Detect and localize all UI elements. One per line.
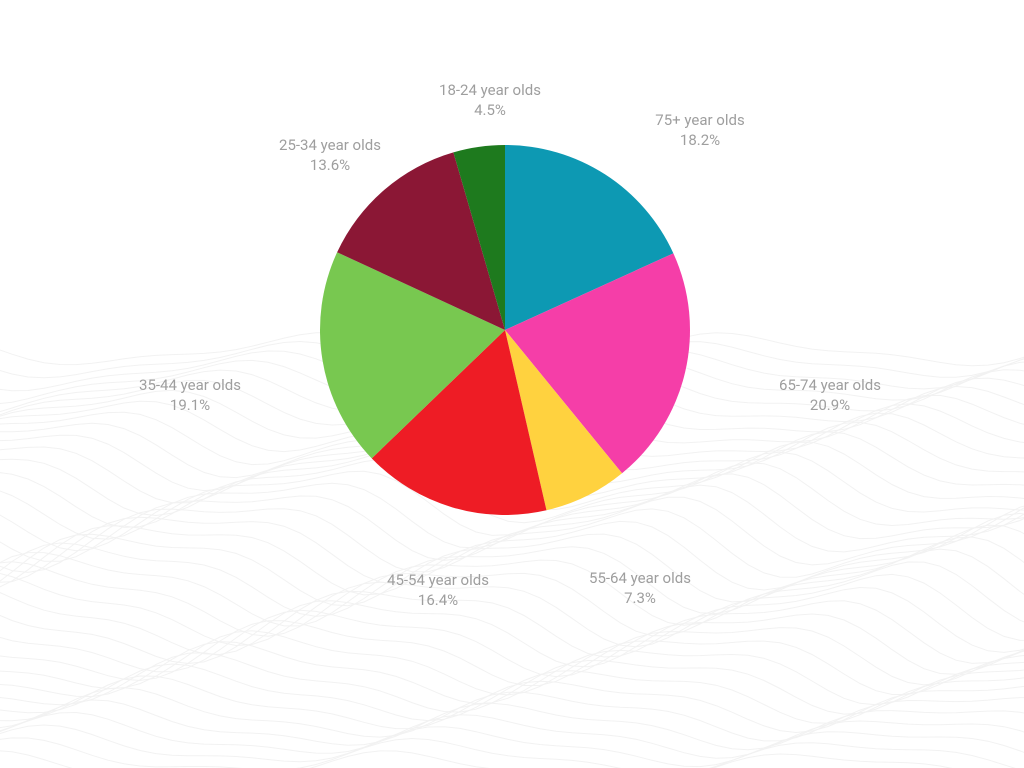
pie-chart: [0, 0, 1024, 768]
chart-stage: 75+ year olds18.2%65-74 year olds20.9%55…: [0, 0, 1024, 768]
